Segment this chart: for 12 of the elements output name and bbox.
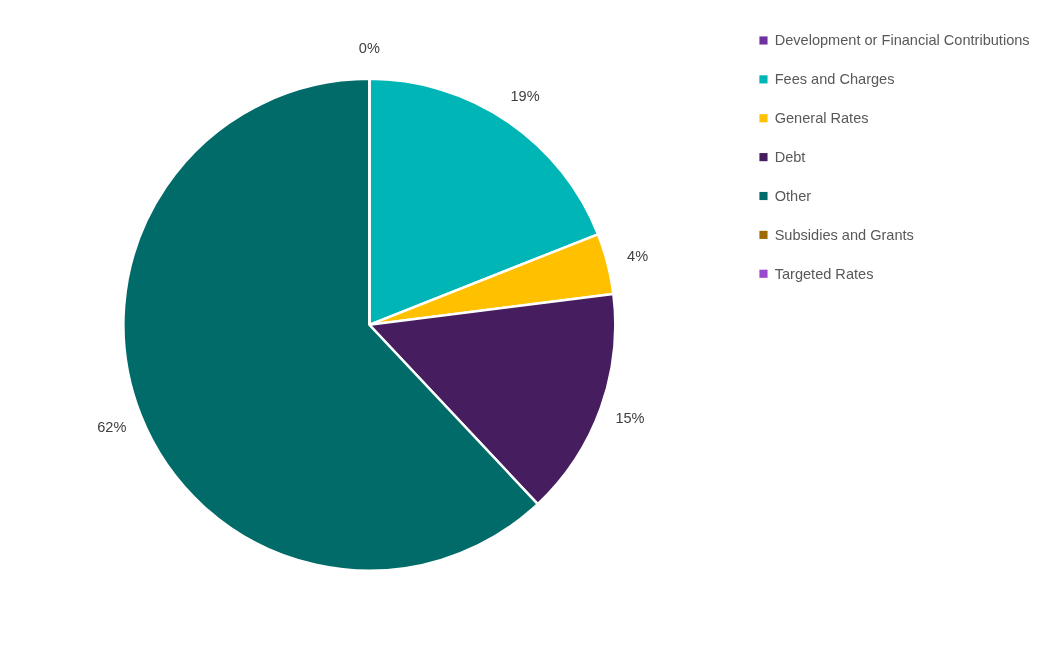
text: 0% — [358, 39, 380, 56]
legend-label: Fees and Charges — [774, 71, 895, 88]
data-label: 19% — [510, 87, 540, 104]
legend-label: Subsidies and Grants — [774, 226, 914, 243]
legend-label: General Rates — [774, 110, 869, 127]
legend-label: Targeted Rates — [774, 265, 874, 282]
data-label: 62% — [97, 418, 127, 435]
legend-label: Development or Financial Contributions — [774, 32, 1030, 49]
legend-label: Debt — [774, 148, 806, 165]
data-label: 4% — [627, 247, 649, 264]
legend-label: Other — [774, 187, 812, 204]
data-label: 15% — [615, 410, 645, 427]
